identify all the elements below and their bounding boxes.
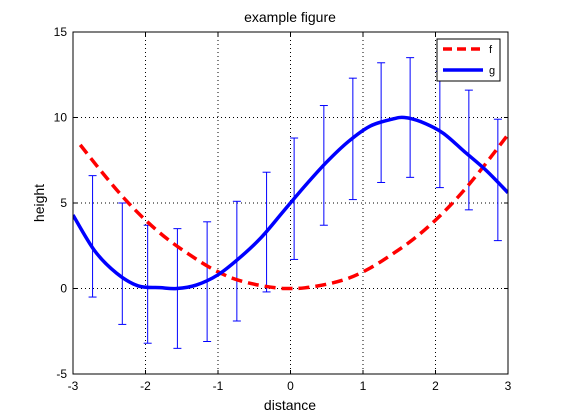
legend: f g [436, 38, 501, 82]
x-tick-label: 0 [287, 379, 294, 393]
x-tick-label: -3 [68, 379, 79, 393]
x-tick-label: -2 [140, 379, 151, 393]
series-layer [73, 57, 508, 349]
chart-title: example figure [244, 9, 336, 25]
y-tick-label: 15 [54, 25, 68, 39]
x-axis-label: distance [264, 397, 316, 413]
x-tick-label: -1 [213, 379, 224, 393]
x-tick-label: 3 [505, 379, 512, 393]
y-axis-label: height [31, 184, 47, 222]
series-line-f [78, 133, 508, 291]
tick-labels: -3 -2 -1 0 1 2 3 -5 0 5 10 15 [54, 25, 512, 393]
y-tick-label: 5 [60, 196, 67, 210]
y-tick-label: -5 [56, 367, 67, 381]
x-tick-label: 2 [432, 379, 439, 393]
x-tick-label: 1 [360, 379, 367, 393]
y-tick-label: 10 [54, 111, 68, 125]
legend-label-f: f [489, 44, 493, 56]
legend-label-g: g [489, 65, 495, 77]
y-tick-label: 0 [60, 282, 67, 296]
series-line-g [73, 115, 508, 291]
plot-frame [72, 31, 509, 375]
legend-box [436, 38, 501, 82]
